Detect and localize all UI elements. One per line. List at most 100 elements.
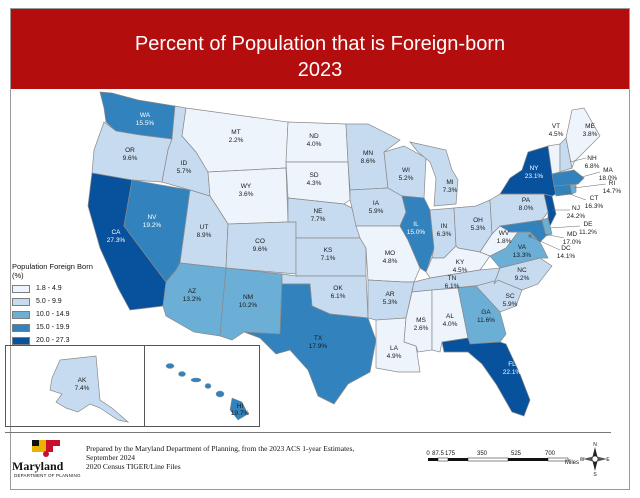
state-ma <box>551 169 585 187</box>
legend-item: 15.0 - 19.9 <box>12 321 122 334</box>
value-ky: 4.5% <box>453 267 468 274</box>
svg-text:RI: RI <box>609 180 616 187</box>
legend-swatch <box>12 284 30 293</box>
svg-text:UT: UT <box>200 224 209 231</box>
value-vt: 4.5% <box>549 131 564 138</box>
legend-item: 10.0 - 14.9 <box>12 308 122 321</box>
svg-text:FL: FL <box>508 361 516 368</box>
scale-tick: 0 <box>426 451 430 457</box>
svg-text:AZ: AZ <box>188 288 196 295</box>
value-ga: 11.6% <box>477 317 495 324</box>
svg-text:KY: KY <box>456 259 465 266</box>
svg-text:SC: SC <box>505 293 514 300</box>
compass-w: W <box>580 457 585 463</box>
scale-tick: 350 <box>477 451 488 457</box>
svg-text:CT: CT <box>590 195 599 202</box>
value-ak: 7.4% <box>75 385 90 392</box>
svg-text:NY: NY <box>529 165 539 172</box>
hawaii-inset-map <box>165 363 249 421</box>
scale-unit: Miles <box>565 460 579 466</box>
scale-bar: 0 87.5 175 350 525 700 Miles <box>426 451 579 466</box>
state-me <box>565 107 601 170</box>
value-nm: 10.2% <box>239 302 258 309</box>
value-sc: 5.9% <box>503 301 518 308</box>
state-mi <box>409 141 459 207</box>
svg-text:PA: PA <box>522 197 531 204</box>
value-az: 13.2% <box>183 296 202 303</box>
value-id: 5.7% <box>177 168 192 175</box>
value-mn: 8.6% <box>361 158 376 165</box>
svg-text:LA: LA <box>390 345 399 352</box>
svg-text:WI: WI <box>402 167 410 174</box>
value-in: 6.3% <box>437 231 452 238</box>
svg-text:IN: IN <box>441 223 448 230</box>
svg-text:SD: SD <box>309 172 318 179</box>
value-fl: 22.1% <box>503 369 522 376</box>
svg-text:AL: AL <box>446 313 454 320</box>
compass-e: E <box>606 457 610 463</box>
legend-item: 5.0 - 9.9 <box>12 295 122 308</box>
state-ak <box>49 355 130 423</box>
svg-text:DE: DE <box>583 221 593 228</box>
svg-text:CA: CA <box>111 229 121 236</box>
value-ut: 8.9% <box>197 232 212 239</box>
svg-text:ND: ND <box>309 133 319 140</box>
legend-title: Population Foreign Born <box>12 262 93 271</box>
svg-text:MT: MT <box>231 129 240 136</box>
state-tx <box>243 283 377 405</box>
svg-text:NH: NH <box>587 155 597 162</box>
value-ks: 7.1% <box>321 255 336 262</box>
value-nc: 9.2% <box>515 275 530 282</box>
label-hi: HI <box>237 403 244 410</box>
value-oh: 5.3% <box>471 225 486 232</box>
value-mo: 4.8% <box>383 258 398 265</box>
value-md: 17.0% <box>563 239 582 246</box>
value-ct: 16.3% <box>585 203 604 210</box>
legend-item: 20.0 - 27.3 <box>12 334 122 347</box>
value-wy: 3.6% <box>239 191 254 198</box>
value-ar: 5.3% <box>383 299 398 306</box>
value-tn: 6.1% <box>445 283 460 290</box>
svg-text:DC: DC <box>561 245 571 252</box>
state-fl <box>441 337 531 417</box>
legend: Population Foreign Born (%) 1.8 - 4.9 5.… <box>12 262 122 347</box>
svg-text:NC: NC <box>517 267 527 274</box>
value-hi: 19.7% <box>231 410 250 417</box>
hawaii-inset-frame <box>145 345 260 427</box>
svg-text:AR: AR <box>385 291 394 298</box>
state-ny <box>499 145 557 197</box>
legend-item: 1.8 - 4.9 <box>12 282 122 295</box>
svg-text:MS: MS <box>416 317 426 324</box>
credit-text: Prepared by the Maryland Department of P… <box>86 444 355 471</box>
svg-text:NE: NE <box>313 208 323 215</box>
svg-text:IL: IL <box>413 221 419 228</box>
svg-text:AK: AK <box>78 377 87 384</box>
svg-text:CO: CO <box>255 238 265 245</box>
value-nh: 6.8% <box>585 163 600 170</box>
svg-text:TN: TN <box>448 275 457 282</box>
value-pa: 8.0% <box>519 205 534 212</box>
state-ks <box>295 237 367 277</box>
value-nd: 4.0% <box>307 141 322 148</box>
svg-text:VA: VA <box>518 244 527 251</box>
value-al: 4.0% <box>443 321 458 328</box>
footer-divider <box>5 432 611 433</box>
alaska-inset-map: AK 7.4% <box>49 355 130 423</box>
svg-text:MO: MO <box>385 250 395 257</box>
scale-tick: 525 <box>511 451 522 457</box>
state-labels: WA 15.5% OR 9.6% CA 27.3% NV 19.2% ID 5.… <box>107 112 622 376</box>
compass-s: S <box>593 472 597 476</box>
legend-swatch <box>12 323 30 332</box>
value-il: 15.0% <box>407 229 426 236</box>
north-arrow-icon: N S W E <box>580 442 610 476</box>
map-title: Percent of Population that is Foreign-bo… <box>134 33 506 55</box>
state-il <box>399 195 435 273</box>
value-ne: 7.7% <box>311 216 326 223</box>
state-dc <box>528 234 532 238</box>
svg-text:TX: TX <box>314 335 323 342</box>
value-wv: 1.8% <box>497 238 512 245</box>
scale-tick: 700 <box>545 451 556 457</box>
logo-subtitle: DEPARTMENT OF PLANNING <box>14 473 81 478</box>
svg-text:OH: OH <box>473 217 483 224</box>
